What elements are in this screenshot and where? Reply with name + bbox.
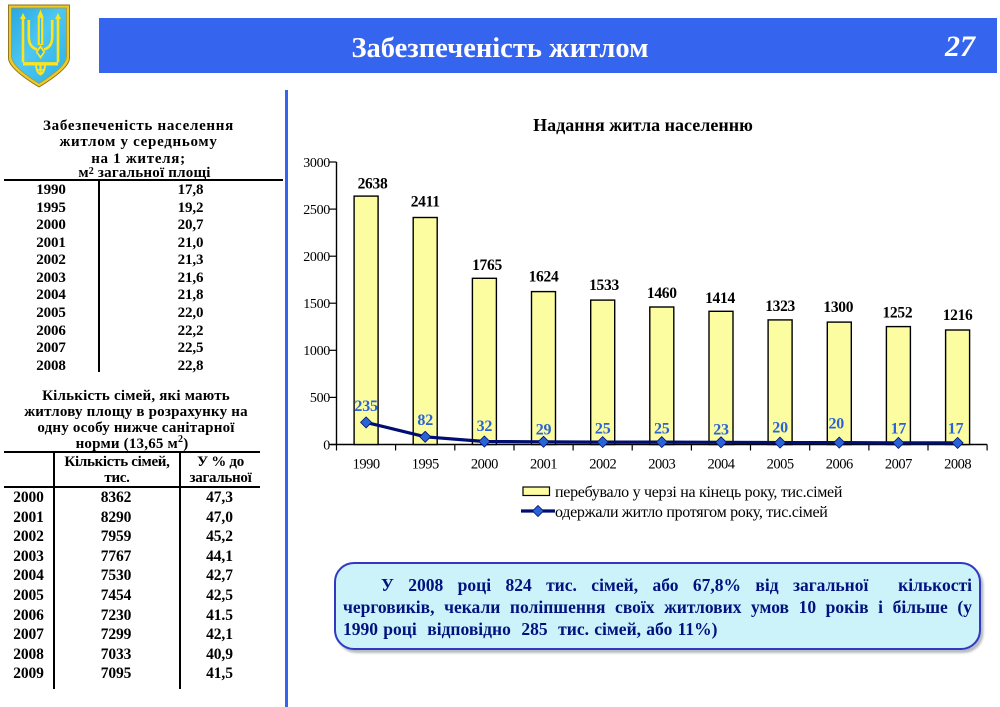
svg-text:2000: 2000	[471, 457, 498, 473]
svg-text:82: 82	[417, 412, 433, 429]
svg-text:2006: 2006	[826, 457, 853, 473]
svg-text:1460: 1460	[647, 285, 677, 302]
svg-text:2005: 2005	[767, 457, 794, 473]
svg-text:1323: 1323	[765, 298, 795, 315]
svg-text:Надання житла населенню: Надання житла населенню	[533, 115, 753, 135]
svg-text:2003: 2003	[648, 457, 675, 473]
svg-text:1500: 1500	[303, 297, 330, 312]
svg-text:2007: 2007	[885, 457, 912, 473]
svg-text:1414: 1414	[705, 290, 735, 307]
svg-text:1216: 1216	[943, 307, 973, 324]
svg-text:25: 25	[654, 420, 670, 437]
svg-text:500: 500	[310, 391, 330, 406]
svg-text:3000: 3000	[303, 156, 330, 171]
svg-text:20: 20	[772, 419, 788, 436]
svg-text:1995: 1995	[412, 457, 439, 473]
svg-text:1990: 1990	[353, 457, 380, 473]
svg-text:17: 17	[948, 420, 964, 437]
svg-text:одержали житло протягом року,: одержали житло протягом року, тис.сімей	[555, 504, 828, 521]
svg-text:2500: 2500	[303, 203, 330, 218]
svg-text:1252: 1252	[882, 305, 912, 322]
svg-text:1300: 1300	[823, 299, 853, 316]
svg-text:17: 17	[891, 420, 907, 437]
svg-text:2411: 2411	[411, 194, 440, 211]
svg-text:29: 29	[536, 422, 552, 439]
svg-text:32: 32	[477, 418, 493, 435]
svg-text:2002: 2002	[589, 457, 616, 473]
svg-text:1000: 1000	[303, 344, 330, 359]
svg-text:25: 25	[595, 420, 611, 437]
svg-text:1765: 1765	[472, 257, 502, 274]
svg-text:1533: 1533	[589, 277, 619, 294]
svg-text:2001: 2001	[530, 457, 557, 473]
svg-text:2004: 2004	[708, 457, 736, 473]
svg-text:1624: 1624	[529, 269, 559, 286]
svg-text:перебувало у черзі на кінець р: перебувало у черзі на кінець року, тис.с…	[555, 484, 843, 501]
svg-text:23: 23	[713, 421, 729, 438]
svg-text:2638: 2638	[358, 176, 388, 193]
svg-text:0: 0	[323, 438, 330, 453]
svg-text:2008: 2008	[944, 457, 971, 473]
svg-text:235: 235	[354, 398, 378, 415]
svg-text:2000: 2000	[303, 250, 330, 265]
svg-text:20: 20	[828, 415, 844, 432]
